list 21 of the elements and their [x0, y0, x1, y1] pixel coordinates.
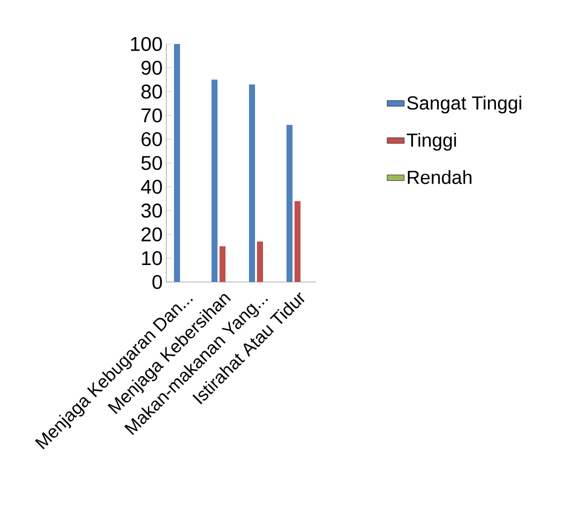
- y-tick-label: 70: [142, 108, 162, 122]
- bar: [257, 242, 264, 282]
- y-tick-label: 40: [141, 180, 162, 194]
- legend-label: Sangat Tinggi: [407, 96, 522, 114]
- y-tick-label: 80: [141, 84, 162, 99]
- bar: [174, 44, 180, 282]
- bar: [249, 84, 256, 282]
- y-tick-label: 90: [142, 60, 162, 75]
- y-tick-label: 30: [141, 204, 162, 218]
- y-tick-label: 10: [142, 251, 162, 266]
- bar: [286, 124, 293, 282]
- legend-label: Rendah: [408, 170, 472, 184]
- y-tick-label: 60: [142, 132, 162, 146]
- y-tick-label: 50: [141, 156, 162, 170]
- y-tick-label: 100: [131, 36, 162, 52]
- y-tick-label: 20: [142, 227, 162, 242]
- bar: [220, 246, 226, 282]
- bar: [212, 80, 218, 282]
- legend-label: Tinggi: [406, 132, 456, 151]
- bar: [294, 201, 301, 282]
- y-tick-label: 0: [152, 274, 162, 290]
